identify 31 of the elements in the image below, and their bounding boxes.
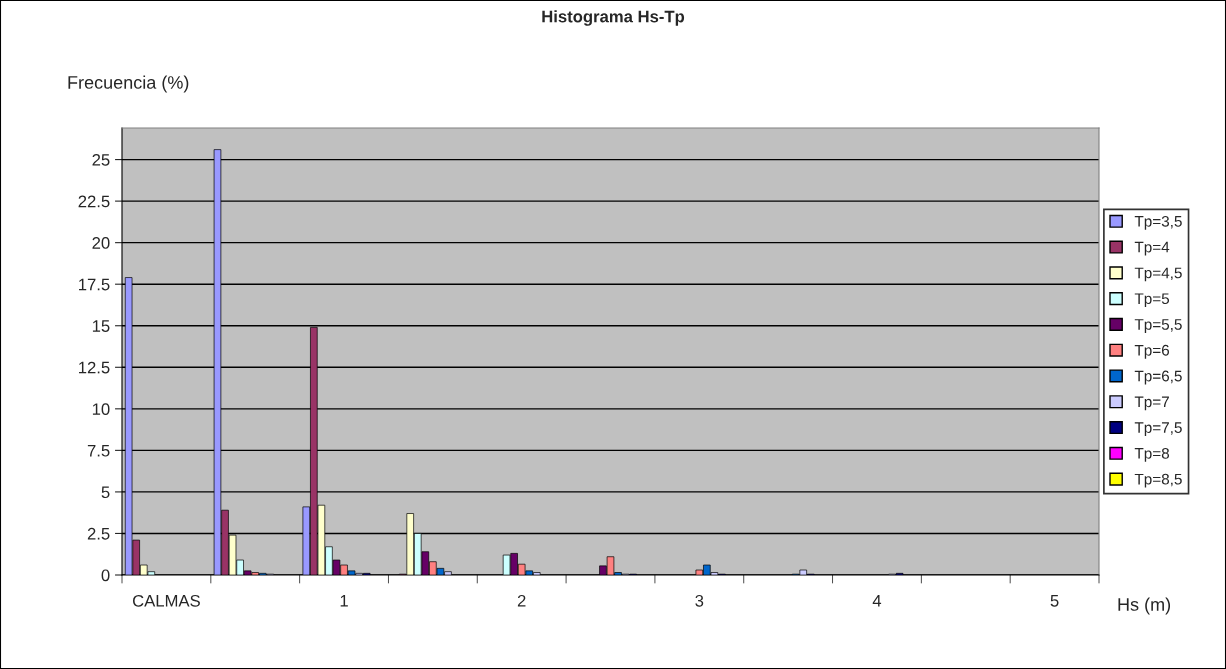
y-tick-label: 5 <box>101 486 110 499</box>
legend-label: Tp=5 <box>1134 293 1170 308</box>
x-axis-title: Hs (m) <box>1118 597 1171 615</box>
legend-label: Tp=8 <box>1134 447 1170 462</box>
x-tick-label: 4 <box>872 595 882 607</box>
x-tick-label: 1 <box>340 595 348 607</box>
legend-label: Tp=7,5 <box>1134 422 1182 437</box>
y-tick-label: 12.5 <box>79 361 110 374</box>
legend-label: Tp=4 <box>1134 241 1170 256</box>
x-tick-label: 5 <box>1050 595 1059 607</box>
y-tick-label: 2.5 <box>87 527 110 540</box>
y-tick-label: 15 <box>92 320 110 332</box>
y-axis-title: Frecuencia (%) <box>68 75 189 93</box>
legend-label: Tp=5,5 <box>1134 319 1182 333</box>
y-tick-label: 17.5 <box>79 278 110 291</box>
y-tick-label: 7.5 <box>87 444 110 457</box>
y-tick-label: 22.5 <box>78 195 110 208</box>
legend-label: Tp=3,5 <box>1134 215 1182 230</box>
chart-title: Histograma Hs-Tp <box>542 10 685 26</box>
y-tick-label: 10 <box>92 403 110 416</box>
y-tick-label: 0 <box>101 569 110 582</box>
legend-label: Tp=8,5 <box>1134 473 1182 488</box>
y-tick-label: 20 <box>92 237 110 249</box>
x-tick-label: 3 <box>695 594 704 607</box>
x-tick-label: 2 <box>517 594 526 607</box>
legend-label: Tp=6 <box>1134 344 1170 359</box>
legend-label: Tp=6,5 <box>1134 370 1182 385</box>
y-tick-label: 25 <box>92 153 110 166</box>
x-tick-label: CALMAS <box>132 594 200 607</box>
legend-label: Tp=7 <box>1134 396 1169 411</box>
legend-label: Tp=4,5 <box>1134 267 1182 282</box>
